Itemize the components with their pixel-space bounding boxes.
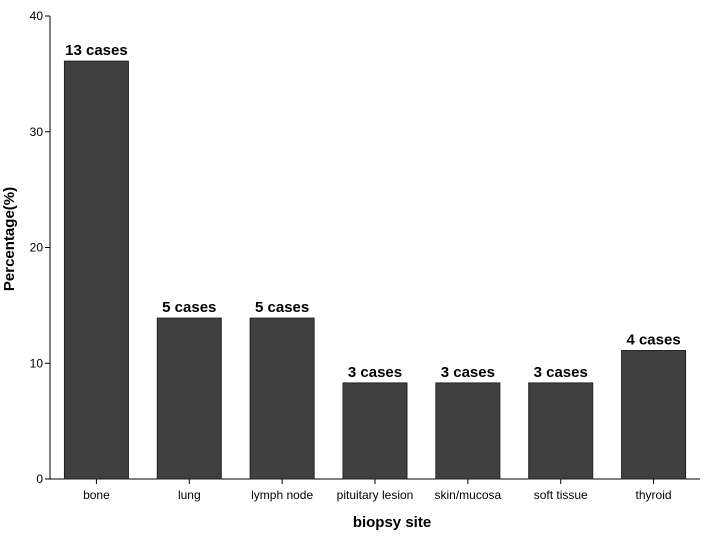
y-tick-label: 20 — [30, 241, 44, 255]
bar — [63, 60, 129, 480]
bar-data-label: 5 cases — [162, 299, 216, 316]
x-tick-label: lung — [178, 488, 201, 502]
bars: 13 cases 5 cases 5 cases 3 cases 3 cases 3 ca… — [63, 42, 687, 480]
x-axis: bone lung lymph node pituitary lesion skin/m… — [50, 478, 700, 502]
bar — [156, 317, 222, 480]
bar-data-label: 13 cases — [65, 42, 128, 59]
x-tick-label: lymph node — [251, 488, 313, 502]
y-tick-label: 40 — [30, 9, 44, 23]
bar-data-label: 4 cases — [626, 332, 680, 349]
y-axis: 0 10 20 30 40 — [30, 9, 51, 486]
bar — [249, 317, 315, 480]
y-tick-label: 0 — [36, 472, 43, 486]
x-tick-label: bone — [83, 488, 110, 502]
y-tick-label: 10 — [30, 356, 44, 370]
x-tick-label: skin/mucosa — [435, 488, 502, 502]
bar — [621, 350, 687, 480]
bar — [342, 382, 408, 480]
bar-data-label: 3 cases — [534, 364, 588, 381]
x-tick-label: pituitary lesion — [337, 488, 414, 502]
bar-data-label: 3 cases — [441, 364, 495, 381]
y-axis-title: Percentage(%) — [1, 187, 18, 291]
x-tick-label: soft tissue — [534, 488, 588, 502]
bar — [435, 382, 501, 480]
bar-data-label: 3 cases — [348, 364, 402, 381]
bar-data-label: 5 cases — [255, 299, 309, 316]
y-tick-label: 30 — [30, 125, 44, 139]
x-tick-label: thyroid — [636, 488, 672, 502]
x-axis-title: biopsy site — [353, 514, 431, 531]
bar — [528, 382, 594, 480]
